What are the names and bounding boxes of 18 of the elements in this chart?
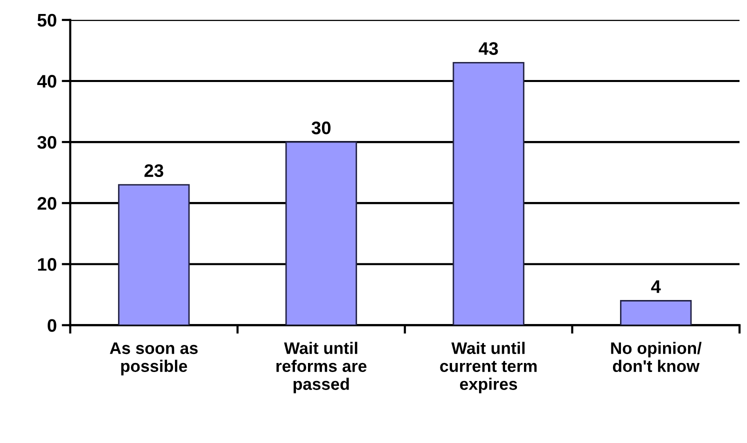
x-tick-label: No opinion/ don't know xyxy=(611,342,702,372)
bar xyxy=(620,300,692,326)
x-tick-label: Wait until current term expires xyxy=(440,342,537,394)
y-tick-label: 10 xyxy=(38,258,56,271)
x-tick-label: As soon as possible xyxy=(110,342,198,376)
y-tick-label: 40 xyxy=(37,74,56,88)
data-label: 30 xyxy=(312,122,331,134)
x-tick-label: Wait until reforms are passed xyxy=(276,342,366,394)
data-label: 23 xyxy=(144,164,164,178)
data-label: 4 xyxy=(651,280,661,293)
y-tick-label: 30 xyxy=(37,136,56,149)
y-tick-label: 50 xyxy=(38,14,56,27)
data-label: 43 xyxy=(478,42,498,55)
bar xyxy=(285,141,358,326)
y-tick-label: 20 xyxy=(38,197,56,210)
bar xyxy=(118,184,190,326)
bar xyxy=(452,62,524,326)
y-tick-label: 0 xyxy=(48,319,56,332)
